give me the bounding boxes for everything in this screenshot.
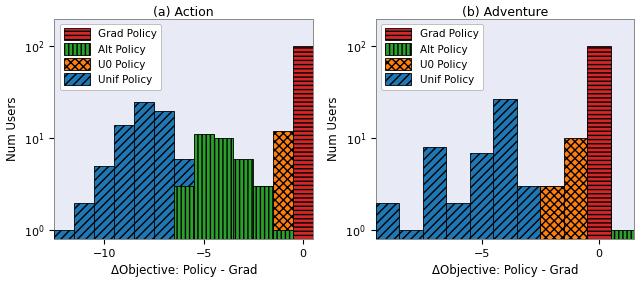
Bar — [174, 230, 194, 283]
Bar — [54, 230, 74, 283]
Bar — [273, 131, 293, 283]
Bar — [376, 203, 399, 283]
Bar — [588, 230, 611, 283]
Bar — [234, 159, 253, 283]
Bar — [174, 186, 194, 283]
Bar — [293, 230, 313, 283]
Y-axis label: Num Users: Num Users — [327, 97, 340, 161]
Bar — [293, 46, 313, 283]
Title: (a) Action: (a) Action — [154, 6, 214, 19]
Bar — [273, 230, 293, 283]
Bar — [234, 230, 253, 283]
Bar — [588, 46, 611, 283]
Bar — [611, 230, 634, 283]
Bar — [293, 186, 313, 283]
Bar — [588, 115, 611, 283]
Bar — [517, 186, 540, 283]
Bar — [540, 186, 564, 283]
Bar — [174, 159, 194, 283]
Legend: Grad Policy, Alt Policy, U0 Policy, Unif Policy: Grad Policy, Alt Policy, U0 Policy, Unif… — [60, 24, 161, 90]
X-axis label: ΔObjective: Policy - Grad: ΔObjective: Policy - Grad — [111, 264, 257, 277]
Bar — [273, 230, 293, 283]
Bar — [134, 102, 154, 283]
X-axis label: ΔObjective: Policy - Grad: ΔObjective: Policy - Grad — [432, 264, 579, 277]
Bar — [154, 111, 174, 283]
Bar — [564, 230, 588, 283]
Bar — [214, 138, 234, 283]
Bar — [94, 166, 114, 283]
Bar — [423, 147, 446, 283]
Title: (b) Adventure: (b) Adventure — [462, 6, 548, 19]
Bar — [564, 138, 588, 283]
Y-axis label: Num Users: Num Users — [6, 97, 19, 161]
Bar — [493, 98, 517, 283]
Bar — [253, 186, 273, 283]
Bar — [253, 230, 273, 283]
Bar — [74, 203, 94, 283]
Bar — [194, 186, 214, 283]
Bar — [588, 159, 611, 283]
Bar — [446, 203, 470, 283]
Bar — [253, 186, 273, 283]
Bar — [214, 186, 234, 283]
Bar — [470, 153, 493, 283]
Bar — [194, 230, 214, 283]
Bar — [234, 230, 253, 283]
Bar — [194, 134, 214, 283]
Bar — [399, 230, 423, 283]
Bar — [293, 230, 313, 283]
Legend: Grad Policy, Alt Policy, U0 Policy, Unif Policy: Grad Policy, Alt Policy, U0 Policy, Unif… — [381, 24, 483, 90]
Bar — [540, 186, 564, 283]
Bar — [114, 125, 134, 283]
Bar — [214, 230, 234, 283]
